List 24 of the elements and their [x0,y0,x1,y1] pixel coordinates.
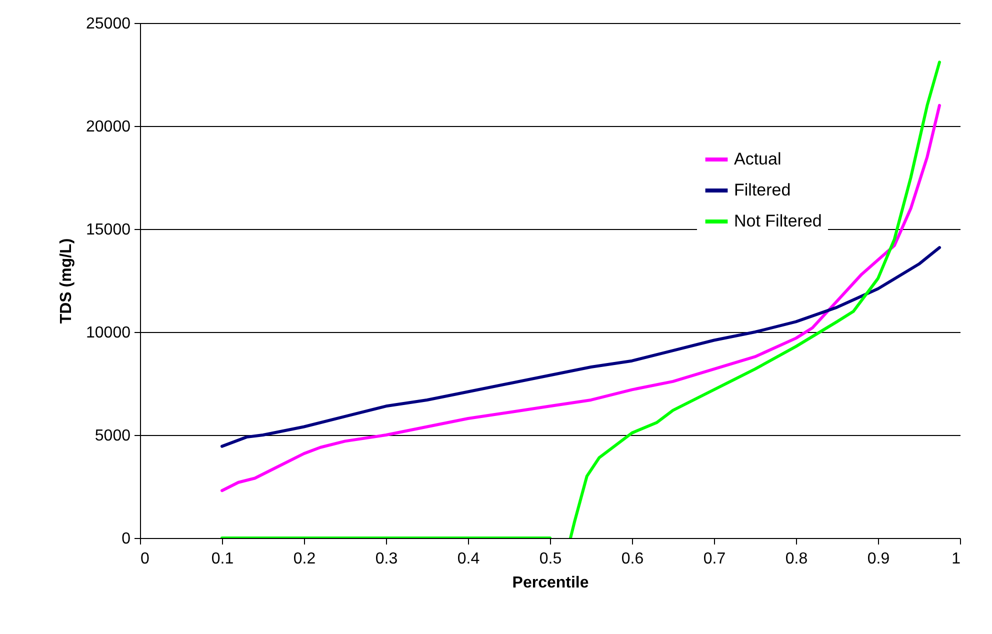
x-tick-label: 0 [140,550,150,568]
y-axis-title: TDS (mg/L) [58,238,76,324]
x-tick-label: 0.7 [703,550,726,568]
y-tick-label: 15000 [86,222,131,238]
line-series [220,246,941,448]
x-tick-label: 0.8 [785,550,808,568]
y-tick-label: 5000 [94,428,131,444]
x-tick-label: 0.1 [211,550,234,568]
line-series [220,104,941,492]
legend-label: Not Filtered [734,212,822,230]
x-tick-label: 0.2 [293,550,316,568]
y-tick-label: 25000 [86,16,131,32]
y-tick-label: 20000 [86,118,131,136]
legend-label: Actual [734,150,782,168]
x-axis-title: Percentile [512,574,589,592]
x-tick-label: 0.4 [457,550,480,568]
x-tick-label: 0.9 [867,550,890,568]
x-tick-label: 0.5 [539,550,562,568]
x-tick-label: 0.6 [621,550,644,568]
y-tick-label: 10000 [86,324,131,342]
legend-label: Filtered [734,180,791,200]
y-tick-label: 0 [122,530,131,548]
x-tick-label: 0.3 [375,550,398,568]
x-tick-label: 1 [952,550,961,568]
